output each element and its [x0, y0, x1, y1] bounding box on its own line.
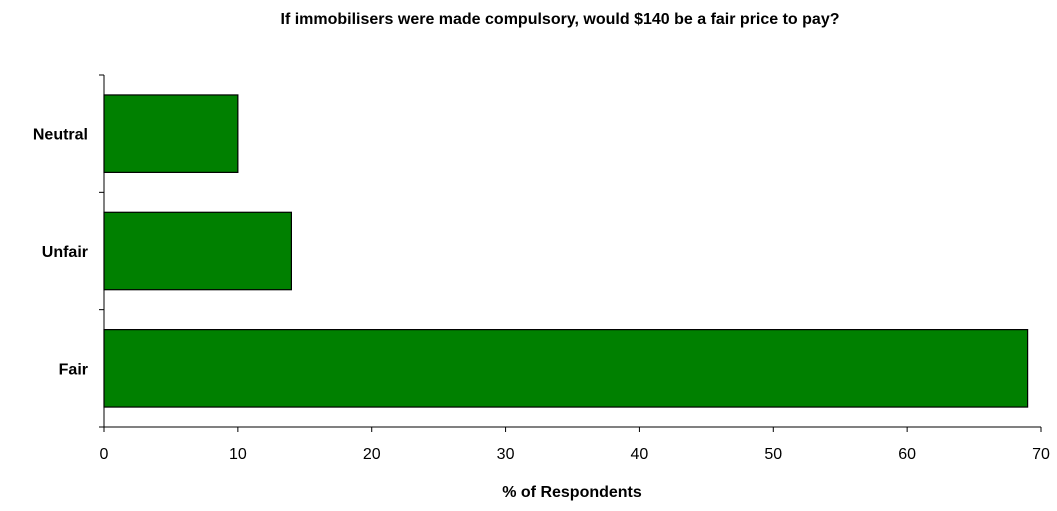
x-tick-label: 20 [363, 446, 381, 463]
x-tick-label: 30 [497, 446, 515, 463]
chart-title: If immobilisers were made compulsory, wo… [281, 11, 840, 28]
x-tick-label: 50 [764, 446, 782, 463]
y-category-label: Fair [59, 361, 88, 378]
plot-area: 0 10 20 30 40 50 60 70 Neutral Unfair Fair [33, 74, 1050, 463]
x-tick-label: 70 [1032, 446, 1050, 463]
bar-unfair [103, 211, 292, 291]
bar-fair [103, 329, 1029, 408]
x-tick-label: 10 [229, 446, 247, 463]
x-tick-label: 0 [100, 446, 109, 463]
bar-neutral [103, 94, 239, 173]
x-axis-title: % of Respondents [502, 484, 642, 501]
y-category-label: Neutral [33, 127, 88, 144]
x-tick-label: 60 [898, 446, 916, 463]
x-tick-label: 40 [631, 446, 649, 463]
y-category-label: Unfair [42, 244, 88, 261]
